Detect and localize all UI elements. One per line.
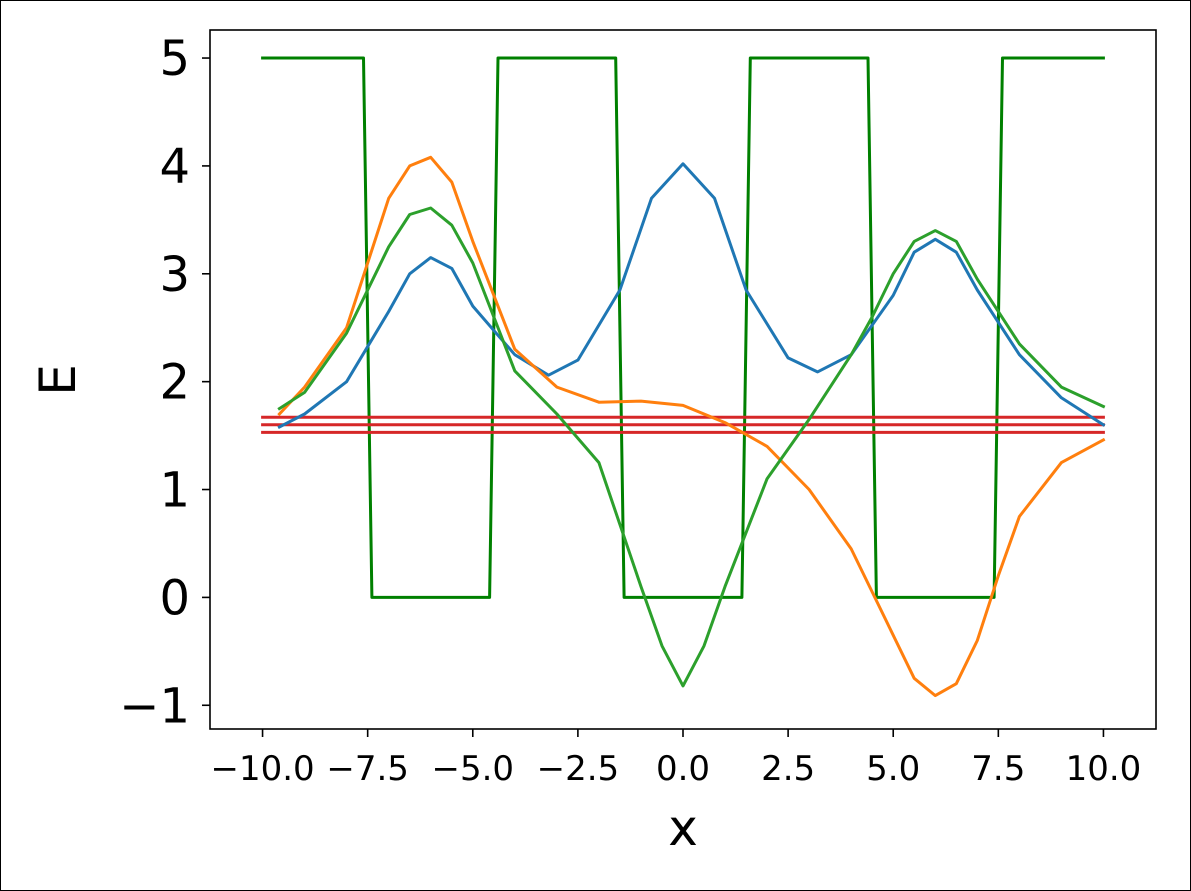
x-tick-label: 10.0: [1066, 749, 1142, 789]
x-tick-label: −7.5: [326, 749, 409, 789]
series-line-potential-0: [261, 56, 1105, 599]
series-line-curve-5: [277, 155, 1106, 698]
y-tick-label: 1: [159, 463, 190, 519]
series-line-curve-6: [277, 206, 1106, 688]
x-tick-label: −10.0: [210, 749, 314, 789]
x-tick-label: 2.5: [761, 749, 815, 789]
x-tick-label: 7.5: [971, 749, 1025, 789]
plot-area-frame: [209, 29, 1157, 730]
series-layer: [261, 56, 1106, 698]
y-tick-label: 4: [159, 139, 190, 195]
series-line-curve-4: [277, 162, 1106, 430]
y-axis-label: E: [29, 364, 87, 396]
y-tick-label: 0: [159, 570, 190, 626]
y-tick-label: 3: [159, 247, 190, 303]
ticks-layer: −10.0 −7.5 −5.0 −2.5 0.0 2.5 5.0 7.5 10.0 −1 0 1 2 3 4…: [119, 31, 1141, 789]
y-tick-label: 2: [159, 355, 190, 411]
x-axis-label: x: [668, 799, 698, 857]
x-tick-label: 5.0: [866, 749, 920, 789]
x-tick-label: 0.0: [656, 749, 710, 789]
x-tick-label: −2.5: [537, 749, 620, 789]
x-tick-label: −5.0: [431, 749, 514, 789]
y-tick-label: −1: [119, 678, 190, 734]
y-tick-label: 5: [159, 31, 190, 87]
